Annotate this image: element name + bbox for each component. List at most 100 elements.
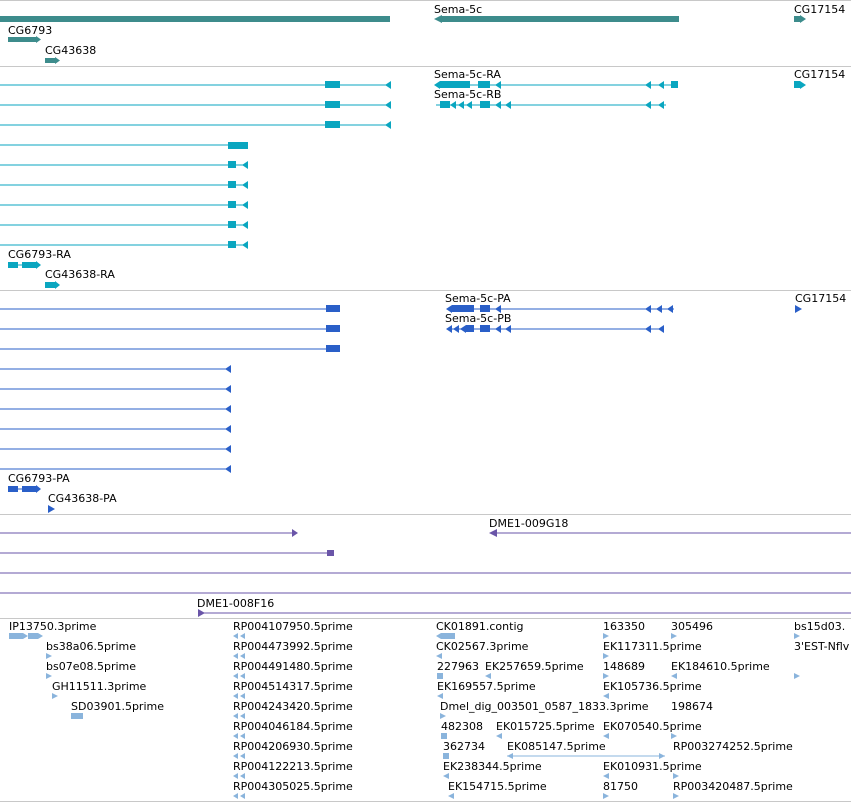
est-feature-arrow-left-icon[interactable] <box>603 773 609 779</box>
transcript-row[interactable] <box>0 221 248 229</box>
est-feature[interactable] <box>233 673 245 679</box>
est-feature-arrow-right-icon[interactable] <box>673 793 679 799</box>
est-feature-arrow-left-icon[interactable] <box>603 693 609 699</box>
transcript-row[interactable] <box>0 181 248 189</box>
protein-row[interactable] <box>0 425 231 433</box>
strand-arrow-left-icon <box>225 365 231 373</box>
gene-feature-cg17154[interactable] <box>794 15 806 23</box>
strand-arrow-left-icon <box>233 673 238 679</box>
strand-arrow-right-icon <box>55 281 60 289</box>
est-feature[interactable] <box>233 633 245 639</box>
protein-sema5c-pa[interactable] <box>446 305 674 313</box>
protein-cg6793-pa[interactable] <box>8 485 41 493</box>
gene-feature-cg43638[interactable] <box>45 57 60 64</box>
protein-cg17154[interactable] <box>795 305 802 313</box>
strand-arrow-right-icon <box>36 485 41 493</box>
protein-row[interactable] <box>0 365 231 373</box>
est-feature-arrow-right-icon[interactable] <box>794 673 800 679</box>
transcript-cg17154[interactable] <box>794 81 806 89</box>
est-feature-arrow-left-icon[interactable] <box>448 793 454 799</box>
clone-row[interactable] <box>0 550 334 556</box>
est-feature-arrow-right-icon[interactable] <box>671 633 677 639</box>
gene-feature-sema5c[interactable] <box>434 15 679 23</box>
est-feature-block[interactable] <box>443 753 449 759</box>
protein-row[interactable] <box>0 325 340 332</box>
est-feature[interactable] <box>436 633 455 639</box>
transcript-row[interactable] <box>0 142 248 149</box>
est-feature-arrow-right-icon[interactable] <box>603 673 609 679</box>
transcript-row[interactable] <box>0 161 248 169</box>
est-feature[interactable] <box>233 733 245 739</box>
est-feature-block[interactable] <box>437 673 443 679</box>
est-label: 198674 <box>671 700 713 713</box>
exon <box>480 305 490 312</box>
transcript-cg43638-ra[interactable] <box>45 281 60 289</box>
transcript-label-cg43638-ra: CG43638-RA <box>45 268 115 281</box>
est-feature-arrow-right-icon[interactable] <box>603 653 609 659</box>
est-feature-arrow-right-icon[interactable] <box>603 793 609 799</box>
transcript-sema5c-rb[interactable] <box>436 101 666 109</box>
est-feature-arrow-left-icon[interactable] <box>437 693 443 699</box>
strand-arrow-left-icon <box>242 241 248 249</box>
strand-arrow-left-icon <box>233 713 238 719</box>
strand-arrow-left-icon <box>495 305 501 313</box>
est-feature-block[interactable] <box>441 733 447 739</box>
protein-cg43638-pa[interactable] <box>48 505 55 513</box>
strand-arrow-left-icon <box>658 101 664 109</box>
est-feature-arrow-right-icon[interactable] <box>671 733 677 739</box>
est-label: EK238344.5prime <box>443 760 542 773</box>
est-label: CK02567.3prime <box>436 640 529 653</box>
est-feature[interactable] <box>233 713 245 719</box>
protein-row[interactable] <box>0 305 340 312</box>
est-feature-arrow-right-icon[interactable] <box>603 633 609 639</box>
est-feature[interactable] <box>233 693 245 699</box>
est-feature[interactable] <box>9 633 43 639</box>
est-feature-arrow-right-icon[interactable] <box>794 633 800 639</box>
strand-arrow-left-icon <box>240 673 245 679</box>
strand-arrow-left-icon <box>658 325 664 333</box>
transcript-row[interactable] <box>0 81 391 89</box>
est-feature[interactable] <box>233 753 245 759</box>
protein-row[interactable] <box>0 385 231 393</box>
strand-arrow-right-icon <box>36 261 41 269</box>
transcript-sema5c-ra[interactable] <box>434 81 678 89</box>
est-feature[interactable] <box>436 653 442 659</box>
transcript-row[interactable] <box>0 201 248 209</box>
strand-arrow-left-icon <box>436 653 442 659</box>
est-feature-arrow-left-icon[interactable] <box>671 673 677 679</box>
transcript-row[interactable] <box>0 241 248 249</box>
clone-row[interactable] <box>0 529 298 537</box>
protein-sema5c-pb[interactable] <box>446 325 664 333</box>
est-feature[interactable] <box>233 653 245 659</box>
strand-arrow-left-icon <box>242 201 248 209</box>
est-feature[interactable] <box>233 773 245 779</box>
est-feature-arrow-right-icon[interactable] <box>440 713 446 719</box>
est-feature-arrow-left-icon[interactable] <box>603 733 609 739</box>
est-feature-arrow-right-icon[interactable] <box>46 673 52 679</box>
protein-row[interactable] <box>0 345 340 352</box>
est-feature-arrow-right-icon[interactable] <box>673 773 679 779</box>
est-track: IP13750.3prime bs38a06.5prime bs07e08.5p… <box>9 620 850 799</box>
gene-feature-cg6793[interactable] <box>8 36 41 43</box>
protein-row[interactable] <box>0 445 231 453</box>
est-feature[interactable] <box>507 753 665 759</box>
est-feature[interactable] <box>233 793 245 799</box>
clone-dme1-008f16[interactable] <box>198 609 851 617</box>
est-feature-arrow-left-icon[interactable] <box>443 773 449 779</box>
est-label: 148689 <box>603 660 645 673</box>
est-feature-block[interactable] <box>71 713 83 719</box>
est-feature-arrow-left-icon[interactable] <box>496 733 502 739</box>
transcript-row[interactable] <box>0 121 391 129</box>
est-block <box>441 633 455 639</box>
transcript-cg6793-ra[interactable] <box>8 261 41 269</box>
strand-arrow-right-icon <box>48 505 55 513</box>
protein-row[interactable] <box>0 465 231 473</box>
exon <box>326 305 340 312</box>
est-feature-arrow-right-icon[interactable] <box>52 693 58 699</box>
est-feature-arrow-left-icon[interactable] <box>485 673 491 679</box>
est-feature-arrow-right-icon[interactable] <box>46 653 52 659</box>
clone-dme1-009g18[interactable] <box>489 529 851 537</box>
gene-feature-left[interactable] <box>0 16 390 22</box>
protein-row[interactable] <box>0 405 231 413</box>
transcript-row[interactable] <box>0 101 391 109</box>
